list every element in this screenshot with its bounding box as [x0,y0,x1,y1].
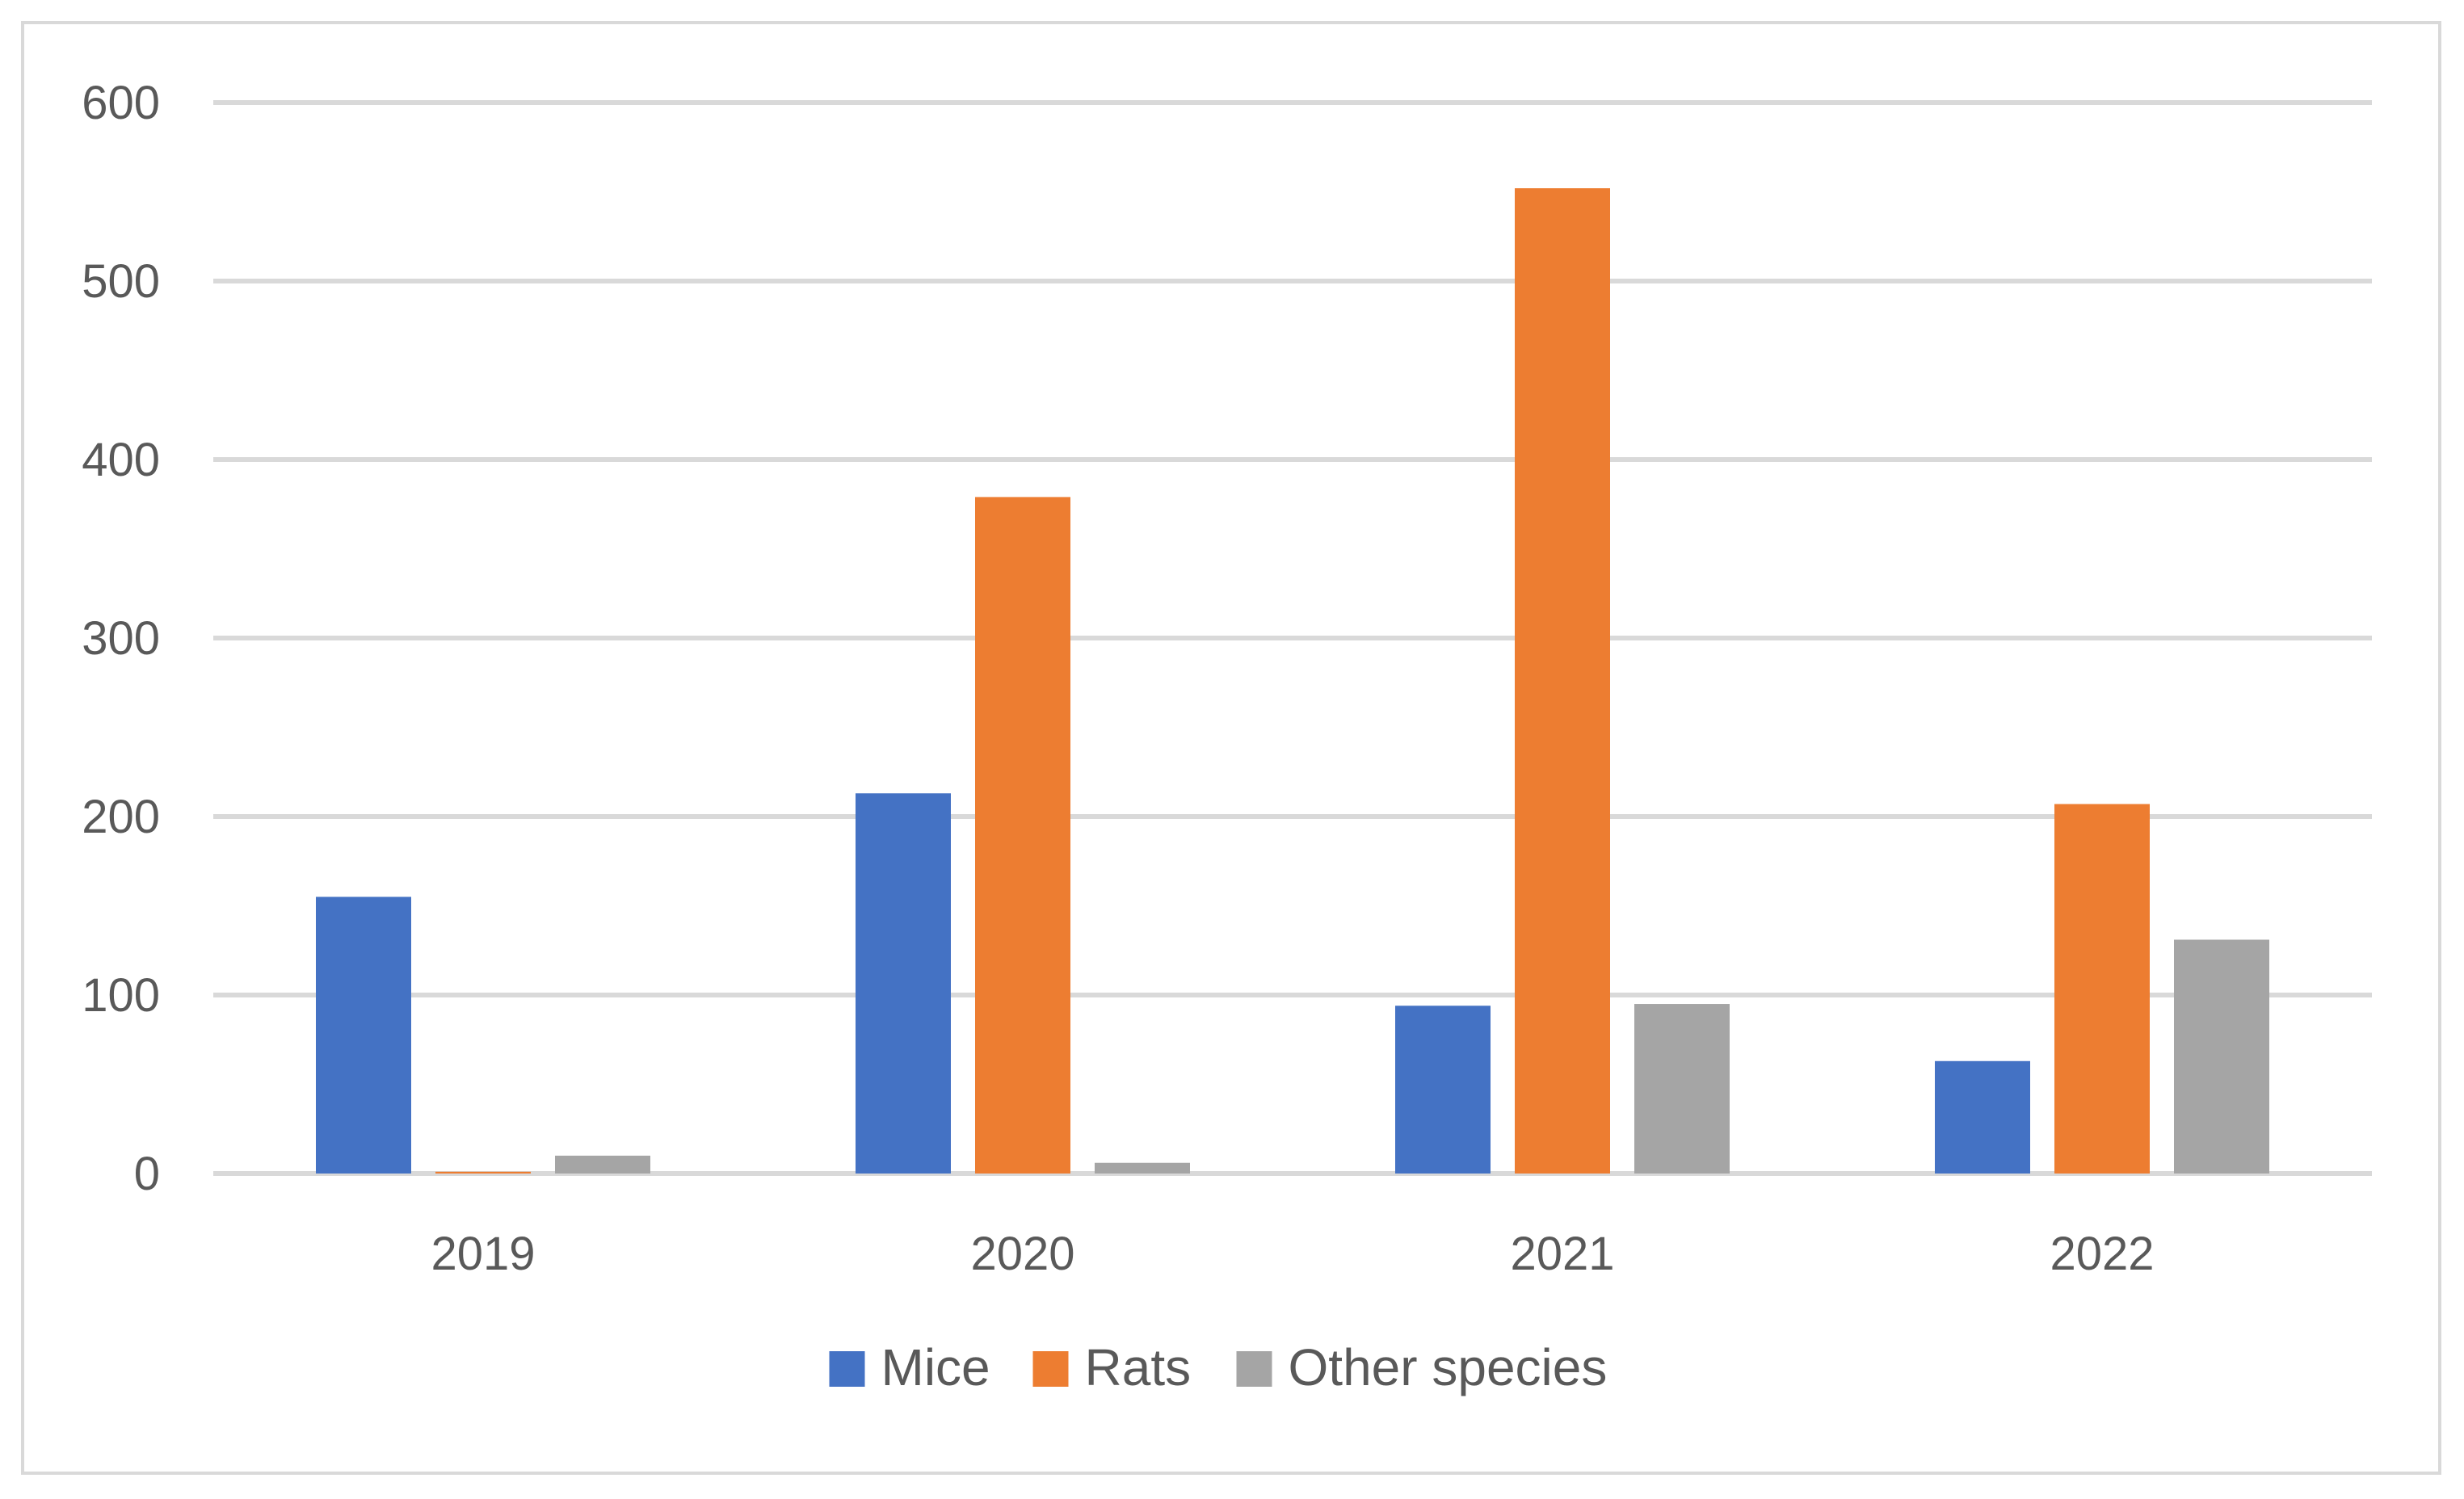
bar-mice-2020 [856,793,951,1174]
x-axis-tick-labels: 2019 2020 2021 2022 [431,1228,2154,1280]
y-tick-label-600: 600 [82,77,160,129]
gridlines [213,100,2372,1176]
y-tick-label-400: 400 [82,434,160,486]
bar-mice-2021 [1395,1006,1491,1174]
bar-rats-2022 [2054,804,2150,1174]
x-tick-label-2022: 2022 [2050,1228,2154,1280]
bar-other-species-2020 [1095,1162,1190,1174]
bar-rats-2021 [1515,188,1610,1174]
y-tick-label-500: 500 [82,255,160,308]
x-tick-label-2021: 2021 [1510,1228,1614,1280]
legend: Mice Rats Other species [829,1338,1608,1396]
legend-label-other-species: Other species [1289,1338,1608,1396]
bar-other-species-2019 [555,1155,650,1174]
bar-mice-2022 [1935,1060,2030,1174]
y-axis-tick-labels: 0 100 200 300 400 500 600 [82,77,160,1200]
legend-swatch-other-species [1236,1351,1272,1387]
x-tick-label-2020: 2020 [970,1228,1074,1280]
bar-other-species-2022 [2174,939,2269,1174]
bar-rats-2019 [435,1171,531,1174]
y-tick-label-0: 0 [134,1148,160,1200]
x-tick-label-2019: 2019 [431,1228,535,1280]
legend-swatch-rats [1032,1351,1069,1387]
legend-label-mice: Mice [881,1338,990,1396]
y-tick-label-100: 100 [82,969,160,1022]
bar-mice-2019 [316,896,411,1174]
bars [316,188,2269,1174]
y-tick-label-300: 300 [82,612,160,665]
bar-other-species-2021 [1634,1004,1730,1174]
y-tick-label-200: 200 [82,791,160,843]
legend-label-rats: Rats [1085,1338,1192,1396]
legend-swatch-mice [829,1351,865,1387]
chart-frame [21,21,2441,1475]
bar-rats-2020 [975,497,1070,1174]
